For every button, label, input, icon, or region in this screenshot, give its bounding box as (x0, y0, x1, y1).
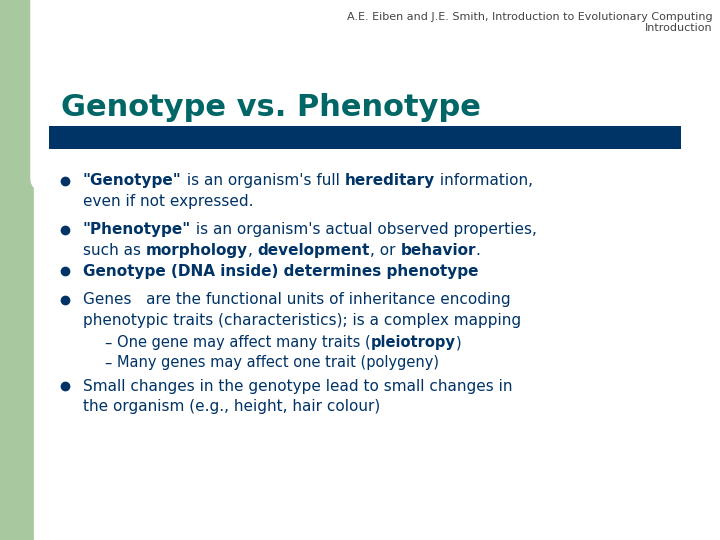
Text: .: . (476, 242, 481, 258)
Text: –: – (104, 355, 112, 370)
FancyBboxPatch shape (31, 0, 720, 192)
Text: is an organism's actual observed properties,: is an organism's actual observed propert… (191, 222, 537, 237)
Text: ,: , (248, 242, 258, 258)
Bar (49, 162, 67, 540)
Text: hereditary: hereditary (344, 173, 435, 188)
Text: ): ) (456, 335, 462, 350)
Text: Genes   are the functional units of inheritance encoding: Genes are the functional units of inheri… (83, 292, 510, 307)
Text: , or: , or (370, 242, 400, 258)
Text: morphology: morphology (145, 242, 248, 258)
Bar (49, 126, 681, 148)
FancyBboxPatch shape (35, 0, 720, 540)
Text: information,: information, (435, 173, 533, 188)
Text: pleiotropy: pleiotropy (371, 335, 456, 350)
Text: Genotype vs. Phenotype: Genotype vs. Phenotype (61, 93, 481, 123)
Text: phenotypic traits (characteristics); is a complex mapping: phenotypic traits (characteristics); is … (83, 313, 521, 328)
Text: Introduction: Introduction (645, 23, 713, 33)
Text: even if not expressed.: even if not expressed. (83, 194, 253, 209)
Text: One gene may affect many traits (: One gene may affect many traits ( (117, 335, 371, 350)
Text: is an organism's full: is an organism's full (181, 173, 344, 188)
Text: A.E. Eiben and J.E. Smith, Introduction to Evolutionary Computing: A.E. Eiben and J.E. Smith, Introduction … (347, 12, 713, 22)
Text: the organism (e.g., height, hair colour): the organism (e.g., height, hair colour) (83, 399, 380, 414)
Text: development: development (258, 242, 370, 258)
Text: behavior: behavior (400, 242, 476, 258)
Text: –: – (104, 335, 112, 350)
Text: Small changes in the genotype lead to small changes in: Small changes in the genotype lead to sm… (83, 379, 513, 394)
Text: Many genes may affect one trait (polygeny): Many genes may affect one trait (polygen… (117, 355, 439, 370)
Text: Genotype (DNA inside) determines phenotype: Genotype (DNA inside) determines phenoty… (83, 264, 478, 279)
Text: such as: such as (83, 242, 145, 258)
Text: "Genotype": "Genotype" (83, 173, 181, 188)
Text: "Phenotype": "Phenotype" (83, 222, 191, 237)
